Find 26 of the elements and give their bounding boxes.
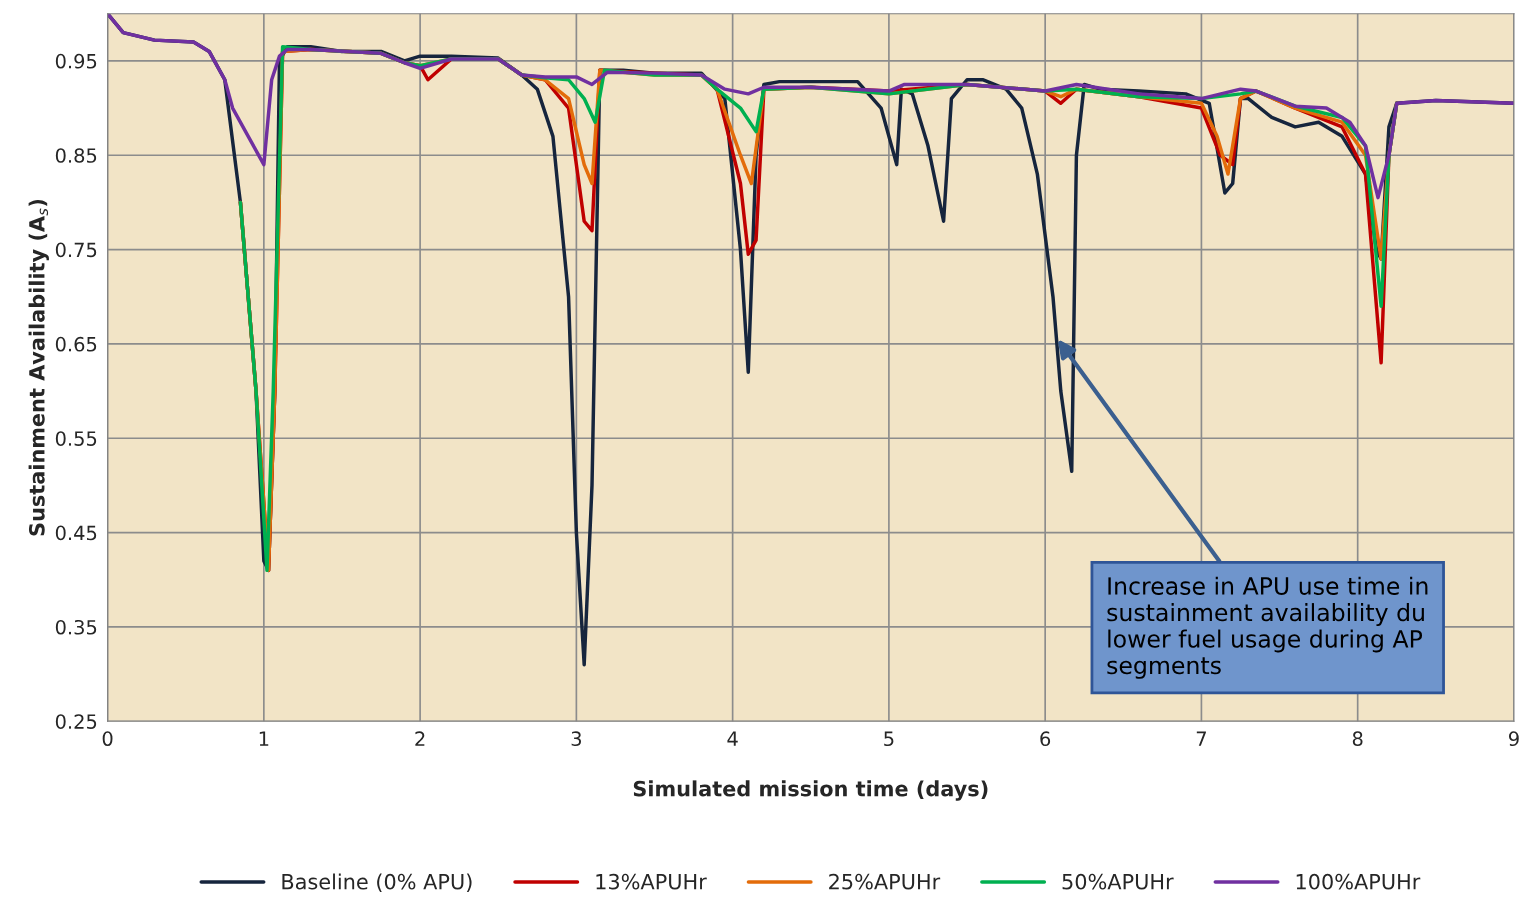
x-tick-label: 5: [884, 731, 894, 747]
y-tick-label: 0.45: [55, 525, 97, 541]
y-tick-label: 0.85: [55, 148, 97, 163]
x-tick-label: 3: [571, 731, 581, 747]
y-tick-label: 0.75: [55, 242, 97, 258]
legend-label: Baseline (0% APU): [282, 873, 472, 892]
x-tick-label: 4: [727, 731, 738, 746]
legend-label: 13%APUHr: [596, 873, 707, 890]
y-axis-title: Sustainment Availability (A$_{s}$): [28, 199, 49, 536]
x-tick-label: 0: [102, 731, 113, 747]
x-tick-label: 1: [259, 731, 269, 746]
y-tick-label: 0.25: [55, 714, 97, 729]
x-axis-title: Simulated mission time (days): [633, 780, 988, 801]
legend-label: 50%APUHr: [1062, 873, 1174, 890]
x-tick-label: 7: [1196, 731, 1206, 746]
x-tick-label: 2: [415, 731, 425, 746]
legend-label: 100%APUHr: [1296, 873, 1421, 890]
y-tick-label: 0.95: [55, 53, 97, 69]
x-tick-label: 6: [1040, 731, 1051, 747]
legend-label: 25%APUHr: [829, 873, 941, 890]
y-tick-label: 0.55: [55, 431, 97, 446]
x-tick-label: 8: [1352, 731, 1363, 747]
y-tick-label: 0.35: [55, 619, 97, 635]
x-tick-label: 9: [1508, 731, 1519, 747]
annotation: Increase in APU use time in sustainment availability du lower fuel usage during AP segments: [1107, 576, 1428, 679]
y-tick-label: 0.65: [55, 336, 97, 352]
